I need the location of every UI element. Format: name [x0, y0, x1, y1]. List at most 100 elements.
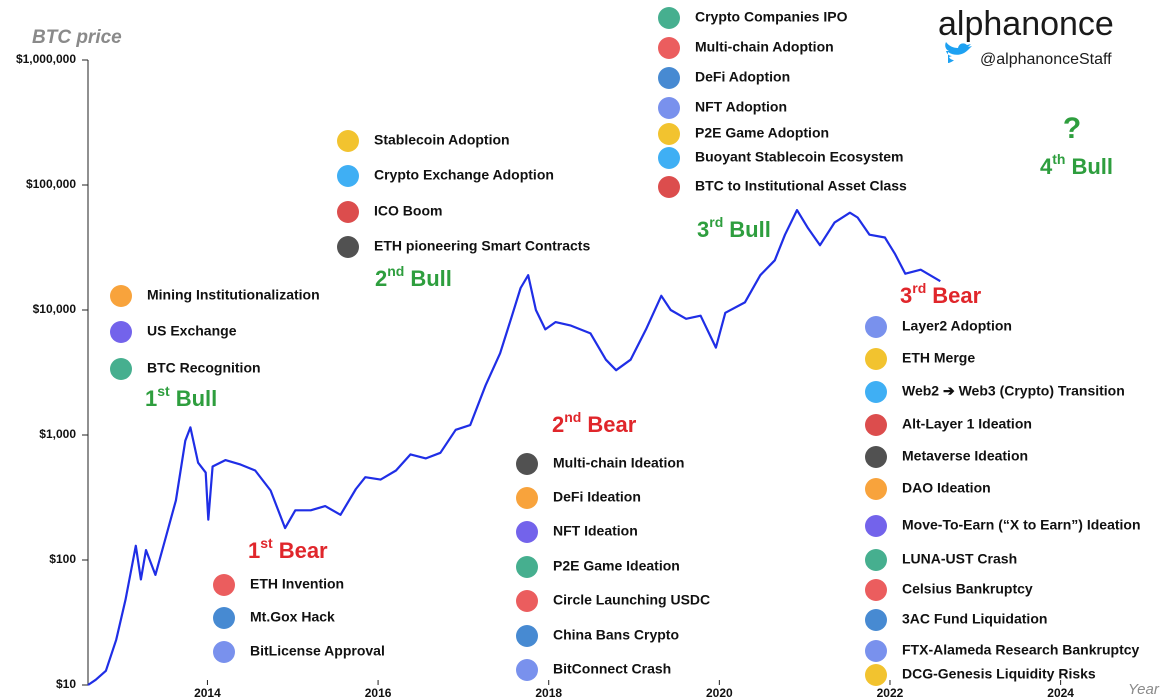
item-icon	[865, 549, 887, 571]
item-icon	[865, 478, 887, 500]
event-label: Metaverse Ideation	[902, 448, 1028, 464]
item-icon	[337, 130, 359, 152]
item-icon	[658, 176, 680, 198]
item-icon	[110, 358, 132, 380]
phase-heading: 2nd Bull	[375, 263, 452, 291]
phase-word: Bear	[587, 412, 636, 437]
event-label: DeFi Ideation	[553, 489, 641, 505]
phase-mark: ?	[1063, 112, 1081, 145]
brand: alphanonce	[938, 5, 1114, 43]
item-icon	[110, 285, 132, 307]
event-label: Web2 ➔ Web3 (Crypto) Transition	[902, 383, 1125, 399]
item-icon	[337, 165, 359, 187]
event-label: BitLicense Approval	[250, 643, 385, 659]
phase-ordinal: rd	[912, 280, 926, 296]
phase-number: 1	[248, 538, 260, 563]
event-label: Mining Institutionalization	[147, 287, 320, 303]
event-label: Celsius Bankruptcy	[902, 581, 1033, 597]
event-label: Multi-chain Ideation	[553, 455, 684, 471]
event-label: 3AC Fund Liquidation	[902, 611, 1047, 627]
item-icon	[337, 201, 359, 223]
x-axis-title: Year	[1128, 681, 1160, 698]
twitter-icon	[945, 42, 972, 63]
item-icon	[865, 316, 887, 338]
phase-ordinal: nd	[564, 409, 581, 425]
phase-heading: 1st Bear	[248, 535, 328, 563]
event-label: China Bans Crypto	[553, 627, 679, 643]
event-label: ICO Boom	[374, 203, 442, 219]
event-label: P2E Game Ideation	[553, 558, 680, 574]
phase-word: Bull	[410, 266, 452, 291]
item-icon	[865, 664, 887, 686]
item-icon	[213, 641, 235, 663]
event-label: FTX-Alameda Research Bankruptcy	[902, 642, 1140, 658]
y-tick-label: $1,000	[39, 427, 76, 441]
phase-word: Bull	[1071, 154, 1113, 179]
y-tick-label: $1,000,000	[16, 52, 76, 66]
x-tick-label: 2016	[365, 686, 392, 700]
item-icon	[865, 446, 887, 468]
event-label: NFT Adoption	[695, 99, 787, 115]
event-label: Alt-Layer 1 Ideation	[902, 416, 1032, 432]
phase-word: Bear	[932, 283, 981, 308]
event-label: BTC to Institutional Asset Class	[695, 178, 907, 194]
event-label: Circle Launching USDC	[553, 592, 710, 608]
item-icon	[110, 321, 132, 343]
phase-number: 4	[1040, 154, 1053, 179]
event-label: Move-To-Earn (“X to Earn”) Ideation	[902, 517, 1141, 533]
phase-number: 1	[145, 386, 157, 411]
phase-ordinal: st	[260, 535, 273, 551]
event-label: DCG-Genesis Liquidity Risks	[902, 666, 1096, 682]
x-tick-label: 2018	[535, 686, 562, 700]
item-icon	[516, 625, 538, 647]
item-icon	[213, 607, 235, 629]
item-icon	[658, 7, 680, 29]
phase-number: 2	[375, 266, 387, 291]
item-icon	[516, 487, 538, 509]
item-icon	[658, 147, 680, 169]
event-label: Stablecoin Adoption	[374, 132, 510, 148]
phase-heading: 4th Bull	[1040, 151, 1113, 179]
event-label: Buoyant Stablecoin Ecosystem	[695, 149, 904, 165]
item-icon	[658, 37, 680, 59]
event-label: US Exchange	[147, 323, 237, 339]
event-label: Multi-chain Adoption	[695, 39, 834, 55]
event-label: BTC Recognition	[147, 360, 261, 376]
phase-number: 3	[900, 283, 912, 308]
item-icon	[865, 640, 887, 662]
event-label: LUNA-UST Crash	[902, 551, 1017, 567]
item-icon	[658, 97, 680, 119]
event-label: DAO Ideation	[902, 480, 991, 496]
item-icon	[516, 659, 538, 681]
phase-ordinal: st	[157, 383, 170, 399]
item-icon	[658, 67, 680, 89]
item-icon	[516, 521, 538, 543]
item-icon	[865, 515, 887, 537]
y-tick-label: $100	[49, 552, 76, 566]
event-label: Crypto Exchange Adoption	[374, 167, 554, 183]
item-icon	[658, 123, 680, 145]
phase-heading: 1st Bull	[145, 383, 217, 411]
handle: @alphanonceStaff	[980, 51, 1112, 68]
event-label: BitConnect Crash	[553, 661, 671, 677]
phase-heading: 3rd Bull	[697, 214, 771, 242]
y-tick-label: $10,000	[33, 302, 77, 316]
x-tick-label: 2022	[877, 686, 904, 700]
item-icon	[516, 556, 538, 578]
event-label: NFT Ideation	[553, 523, 638, 539]
phase-ordinal: rd	[709, 214, 723, 230]
item-icon	[337, 236, 359, 258]
x-tick-label: 2024	[1047, 686, 1074, 700]
item-icon	[213, 574, 235, 596]
item-icon	[516, 453, 538, 475]
event-label: Crypto Companies IPO	[695, 9, 848, 25]
phase-number: 2	[552, 412, 564, 437]
item-icon	[865, 579, 887, 601]
event-label: Layer2 Adoption	[902, 318, 1012, 334]
item-icon	[865, 381, 887, 403]
event-label: P2E Game Adoption	[695, 125, 829, 141]
item-icon	[516, 590, 538, 612]
phase-ordinal: th	[1052, 151, 1065, 167]
phase-ordinal: nd	[387, 263, 404, 279]
